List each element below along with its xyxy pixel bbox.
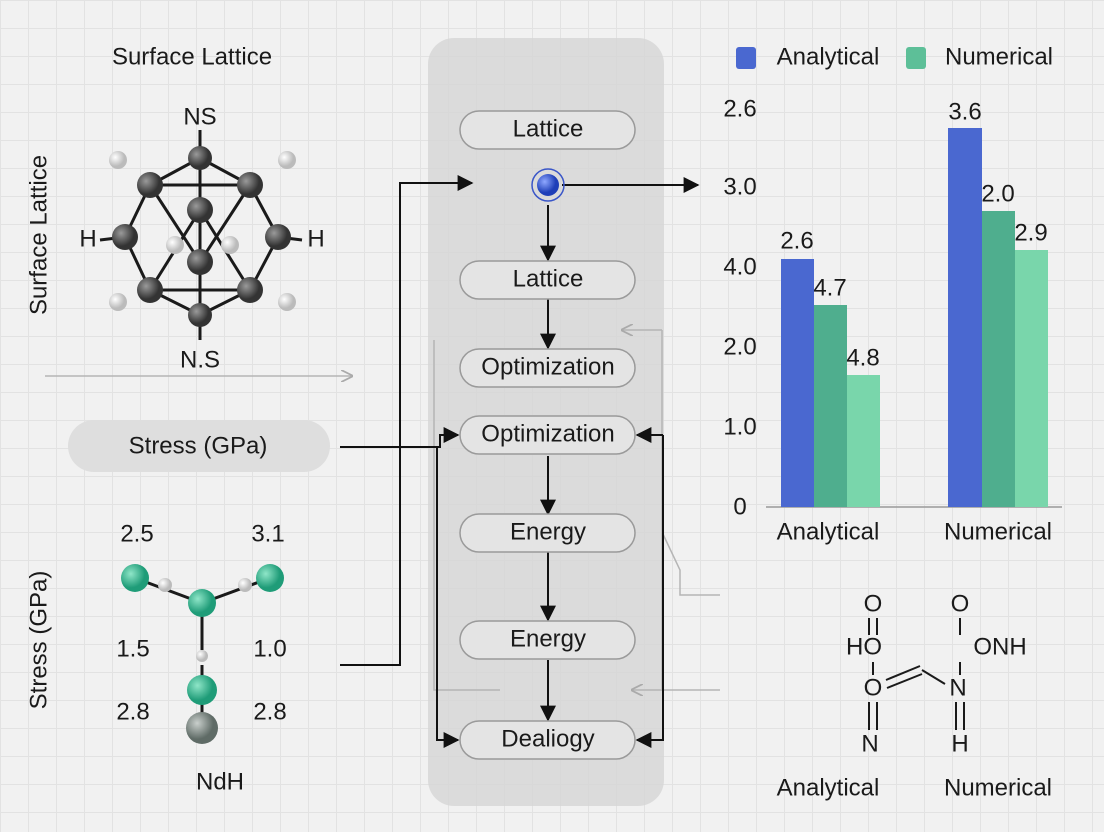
- bar: [814, 305, 847, 507]
- atom-label: N: [949, 674, 966, 701]
- flow-node: Energy: [459, 513, 636, 553]
- stress-value: 2.8: [116, 698, 149, 725]
- flow-node-box: [459, 415, 636, 455]
- flow-node-box: [459, 620, 636, 660]
- atom-label: HO: [846, 633, 882, 660]
- caption: Analytical: [777, 774, 880, 801]
- bar: [948, 128, 982, 507]
- flow-node: Lattice: [459, 110, 636, 150]
- flow-node-label: Lattice: [513, 265, 584, 292]
- flow-node-box: [459, 720, 636, 760]
- panel-title: Surface Lattice: [112, 43, 272, 70]
- flow-node-box: [459, 260, 636, 300]
- atom-label: NS: [183, 103, 216, 130]
- flow-node-label: Optimization: [481, 420, 614, 447]
- category-label: Analytical: [777, 518, 880, 545]
- flow-node: Optimization: [459, 415, 636, 455]
- legend-label: Analytical: [777, 43, 880, 70]
- bar-label: 4.8: [846, 344, 879, 371]
- bar: [1015, 250, 1048, 507]
- axis-label: 0: [733, 493, 746, 520]
- bar-label: 2.9: [1014, 219, 1047, 246]
- atom-label: N.S: [180, 346, 220, 373]
- flow-node-label: Optimization: [481, 353, 614, 380]
- stress-value: 2.5: [120, 520, 153, 547]
- axis-label: 4.0: [723, 253, 756, 280]
- flow-node-box: [459, 110, 636, 150]
- stress-button-label[interactable]: Stress (GPa): [129, 432, 268, 459]
- flow-node-label: Energy: [510, 625, 586, 652]
- flow-node: Energy: [459, 620, 636, 660]
- molecule-lattice: [99, 130, 303, 340]
- flow-node: Lattice: [459, 260, 636, 300]
- atom-label: O: [864, 674, 883, 701]
- flow-start: [537, 174, 559, 196]
- bar-label: 3.6: [948, 98, 981, 125]
- molecule-structure: [868, 618, 965, 730]
- atom-label: H: [951, 730, 968, 757]
- bar: [781, 259, 814, 507]
- side-label: Stress (GPa): [25, 571, 52, 710]
- stress-value: 1.5: [116, 635, 149, 662]
- bar-label: 2.6: [780, 227, 813, 254]
- category-label: Numerical: [944, 518, 1052, 545]
- bar-label: 4.7: [813, 274, 846, 301]
- legend-swatch: [906, 47, 926, 69]
- flow-start-ring: [531, 168, 565, 202]
- atom-label: H: [307, 225, 324, 252]
- bar-label: 2.0: [981, 180, 1014, 207]
- molecule-stress: [121, 564, 284, 744]
- legend-label: Numerical: [945, 43, 1053, 70]
- molecule-label: NdH: [196, 768, 244, 795]
- flow-connectors: [340, 175, 720, 748]
- atom-label: O: [951, 590, 970, 617]
- stress-button[interactable]: [68, 420, 330, 472]
- caption: Numerical: [944, 774, 1052, 801]
- atom-label: ONH: [973, 633, 1026, 660]
- axis-label: 1.0: [723, 413, 756, 440]
- flow-node: Optimization: [459, 348, 636, 388]
- atom-label: H: [79, 225, 96, 252]
- bars: [781, 128, 1048, 507]
- bar: [847, 375, 880, 507]
- flow-node: Dealiogy: [459, 720, 636, 760]
- flow-node-label: Lattice: [513, 115, 584, 142]
- stress-value: 2.8: [253, 698, 286, 725]
- axis-label: 3.0: [723, 173, 756, 200]
- side-label: Surface Lattice: [25, 155, 52, 315]
- atom-label: O: [864, 590, 883, 617]
- axis-label: 2.6: [723, 95, 756, 122]
- legend-swatch: [736, 47, 756, 69]
- flow-node-box: [459, 513, 636, 553]
- flow-node-box: [459, 348, 636, 388]
- flow-node-label: Energy: [510, 518, 586, 545]
- flow-node-label: Dealiogy: [501, 725, 594, 752]
- axis-label: 2.0: [723, 333, 756, 360]
- stress-value: 1.0: [253, 635, 286, 662]
- atom-label: N: [861, 730, 878, 757]
- bar: [982, 211, 1015, 507]
- stress-value: 3.1: [251, 520, 284, 547]
